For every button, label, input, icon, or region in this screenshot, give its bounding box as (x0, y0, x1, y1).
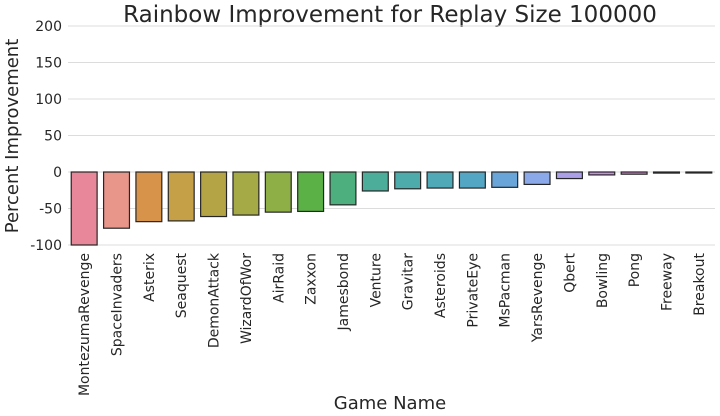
x-axis-label: Game Name (334, 393, 446, 414)
x-tick-label: Zaxxon (304, 253, 320, 305)
x-tick-label: Asterix (142, 253, 158, 302)
x-tick-label: YarsRevenge (530, 253, 546, 343)
bar-pong (620, 171, 648, 175)
x-tick-label: AirRaid (271, 253, 287, 303)
y-tick-label: -100 (30, 238, 62, 254)
x-tick-labels: MontezumaRevenge SpaceInvaders Asterix Seaq… (77, 252, 708, 396)
x-tick-label: MsPacman (498, 253, 514, 328)
bar-breakout (685, 171, 713, 174)
y-tick-label: 200 (35, 19, 62, 35)
x-tick-label: WizardOfWor (239, 253, 255, 344)
bar-spaceinvaders (102, 171, 131, 229)
x-tick-label: Asteroids (433, 253, 449, 318)
y-tick-label: 100 (35, 92, 62, 108)
bar-seaquest (167, 171, 195, 222)
x-tick-label: SpaceInvaders (110, 253, 126, 356)
bar-mspacman (491, 171, 519, 188)
bar-zaxxon (297, 171, 325, 213)
bar-bowling (588, 171, 616, 176)
y-tick-label: 150 (35, 56, 62, 72)
x-tick-label: Breakout (692, 252, 708, 315)
bar-demonattack (200, 171, 228, 218)
bar-asterix (135, 171, 163, 223)
bar-montezumarevenge (70, 171, 98, 246)
x-tick-label: Jamesbond (336, 253, 352, 331)
bar-yarsrevenge (523, 171, 551, 186)
x-tick-label: Venture (368, 253, 384, 307)
x-tick-label: Pong (627, 253, 643, 287)
y-tick-label: -50 (39, 202, 62, 218)
y-tick-label: 0 (53, 165, 62, 181)
x-tick-label: Freeway (659, 253, 675, 311)
x-tick-label: PrivateEye (465, 253, 481, 328)
y-tick-label: 50 (44, 129, 62, 145)
bar-venture (361, 171, 389, 192)
y-tick-labels: -100 -50 0 50 100 150 200 (30, 19, 62, 254)
bar-gravitar (394, 171, 422, 190)
x-tick-label: DemonAttack (207, 252, 223, 348)
x-tick-label: Gravitar (401, 253, 417, 310)
y-axis-label: Percent Improvement (2, 39, 23, 234)
bar-jamesbond (329, 171, 357, 206)
bar-asteroids (426, 171, 454, 189)
bars (70, 171, 713, 246)
bar-qbert (555, 171, 583, 180)
grid-lines (68, 25, 715, 246)
bar-freeway (652, 171, 681, 174)
bar-privateeye (458, 171, 486, 189)
x-tick-label: Seaquest (174, 253, 190, 319)
x-tick-label: Bowling (595, 253, 611, 308)
bar-wizardofwor (232, 171, 260, 216)
chart-title: Rainbow Improvement for Replay Size 1000… (123, 2, 657, 28)
x-tick-label: Qbert (562, 252, 578, 292)
bar-airraid (264, 171, 292, 213)
x-tick-label: MontezumaRevenge (77, 253, 93, 396)
